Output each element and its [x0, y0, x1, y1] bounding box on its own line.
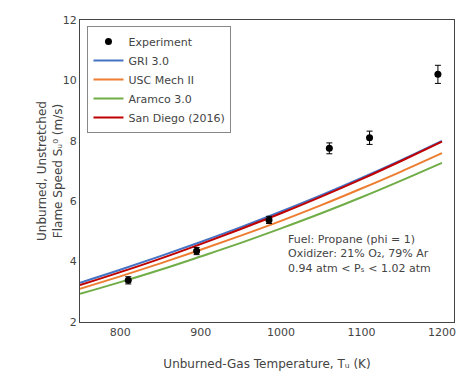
svg-text:6: 6 [70, 195, 77, 208]
svg-text:10: 10 [63, 74, 77, 87]
svg-text:GRI 3.0: GRI 3.0 [128, 55, 168, 68]
svg-text:12: 12 [63, 14, 77, 27]
svg-text:1100: 1100 [348, 326, 376, 339]
svg-text:8: 8 [70, 135, 77, 148]
svg-text:1000: 1000 [267, 326, 295, 339]
svg-text:4: 4 [70, 255, 77, 268]
svg-text:Fuel: Propane (phi = 1)Oxidize: Fuel: Propane (phi = 1)Oxidizer: 21% O₂,… [288, 233, 431, 275]
svg-text:Unburned-Gas Temperature, Tᵤ (: Unburned-Gas Temperature, Tᵤ (K) [163, 357, 370, 371]
svg-text:1200: 1200 [428, 326, 456, 339]
svg-text:800: 800 [110, 326, 131, 339]
svg-text:USC Mech II: USC Mech II [128, 74, 193, 87]
svg-text:Aramco 3.0: Aramco 3.0 [128, 93, 191, 106]
svg-text:Experiment: Experiment [128, 36, 192, 49]
svg-text:Unburned, UnstretchedFlame Spe: Unburned, UnstretchedFlame Speed Sᵤ⁰ (m/… [35, 101, 65, 241]
svg-text:900: 900 [190, 326, 211, 339]
svg-text:San Diego (2016): San Diego (2016) [128, 112, 224, 125]
svg-text:2: 2 [70, 316, 77, 329]
